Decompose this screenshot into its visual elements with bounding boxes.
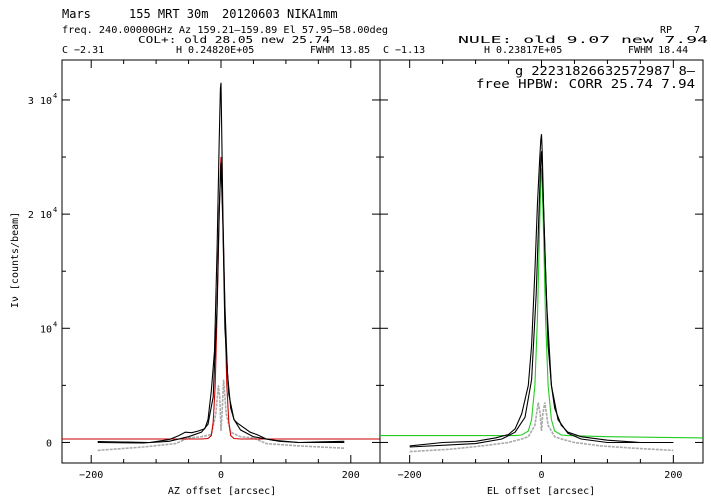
header-nule-line: NULE: old 9.07 new 7.94 <box>458 35 708 46</box>
az-plot-frame <box>61 59 381 464</box>
right-note-2: free HPBW: CORR 25.74 7.94 <box>476 77 695 91</box>
el-plot-frame <box>379 59 704 464</box>
right-param-c: C −1.13 <box>383 45 425 56</box>
header-col-line: COL+: old 28.05 new 25.74 <box>138 35 330 46</box>
el-series-raw-scan <box>409 134 674 447</box>
y-axis-label: Iν [counts/beam] <box>10 212 21 308</box>
az-y-tick-label: 3 10 <box>28 96 52 107</box>
az-y-tick-exponent: 4 <box>53 320 57 328</box>
el-x-tick-label: 200 <box>664 470 682 481</box>
right-param-fwhm: FWHM 18.44 <box>628 45 688 56</box>
az-y-tick-exponent: 4 <box>53 92 57 100</box>
az-y-tick-label: 10 <box>40 324 52 335</box>
az-series-raw-scan-second-subscan- <box>97 162 345 444</box>
az-x-tick-label: 0 <box>218 470 224 481</box>
right-param-h: H 0.23817E+05 <box>484 45 562 56</box>
el-series-raw-scan-second-subscan- <box>409 151 674 448</box>
az-series-gaussian-fit <box>62 156 380 440</box>
header-date-instrument: 20120603 NIKA1mm <box>222 7 338 21</box>
az-y-tick-label: 0 <box>46 438 52 449</box>
left-param-fwhm: FWHM 13.85 <box>310 45 370 56</box>
el-x-tick-label: −200 <box>398 470 422 481</box>
az-x-tick-label: −200 <box>79 470 103 481</box>
el-series-residual <box>409 402 674 453</box>
header-source: Mars <box>62 7 91 21</box>
az-x-axis-label: AZ offset [arcsec] <box>168 486 276 497</box>
left-param-h: H 0.24820E+05 <box>176 45 254 56</box>
el-x-tick-label: 0 <box>538 470 544 481</box>
header-freq-line: freq. 240.00000GHz Az 159.21–159.89 El 5… <box>62 25 388 36</box>
az-series-residual <box>97 379 345 452</box>
az-y-tick-exponent: 4 <box>53 206 57 214</box>
el-series-gaussian-fit <box>380 168 704 439</box>
el-x-axis-label: EL offset [arcsec] <box>487 486 595 497</box>
az-y-tick-label: 2 10 <box>28 210 52 221</box>
az-series-raw-scan <box>97 82 345 444</box>
right-note-1: g 22231826632572987 8– <box>515 64 696 78</box>
header-rp-label: RP <box>660 25 672 36</box>
header-scan: 155 MRT 30m <box>129 7 208 21</box>
left-param-c: C −2.31 <box>62 45 104 56</box>
az-x-tick-label: 200 <box>342 470 360 481</box>
header-rp-value: 7 <box>694 25 700 36</box>
